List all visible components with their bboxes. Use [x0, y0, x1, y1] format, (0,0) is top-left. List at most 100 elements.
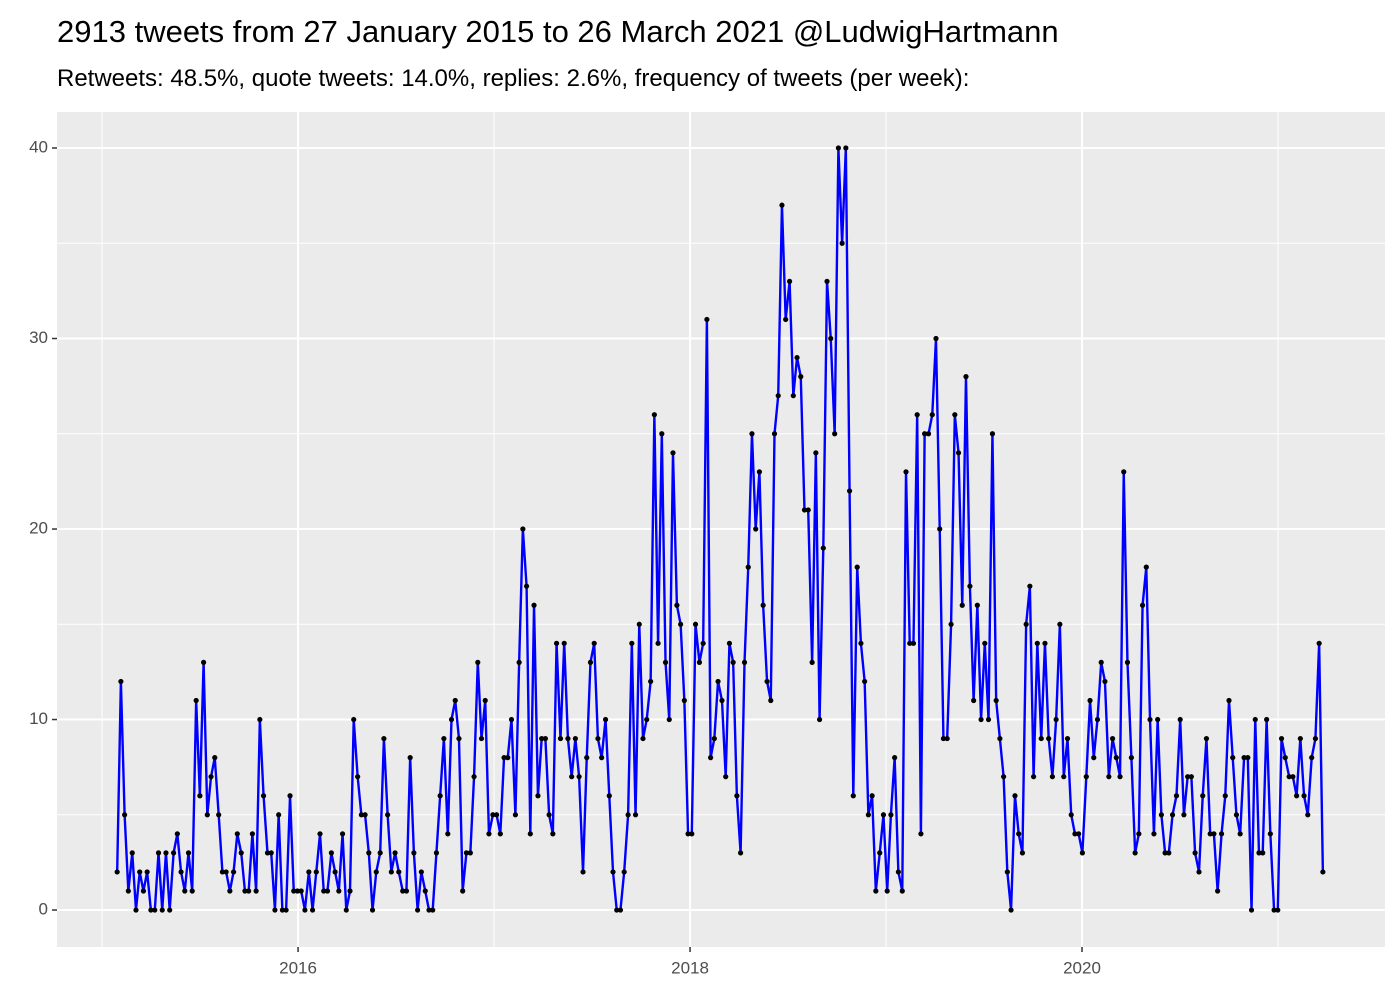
data-point [745, 564, 751, 570]
data-point [148, 907, 154, 913]
y-tick-label: 20 [29, 519, 48, 538]
data-point [486, 831, 492, 837]
data-point [1091, 755, 1097, 761]
data-point [1087, 697, 1093, 704]
data-point [662, 659, 669, 665]
data-point [1042, 640, 1048, 646]
data-point [478, 735, 485, 742]
data-point [527, 831, 533, 837]
data-point [1102, 678, 1108, 685]
data-point [448, 716, 455, 723]
data-point [715, 678, 721, 685]
data-point [940, 735, 947, 742]
data-point [993, 697, 999, 704]
data-point [1305, 812, 1311, 818]
data-point [411, 850, 417, 856]
x-tick-label: 2020 [1063, 958, 1101, 977]
data-point [189, 888, 195, 894]
data-point [877, 850, 883, 856]
data-point [422, 888, 428, 894]
data-point [602, 716, 609, 723]
data-point [835, 145, 841, 151]
data-point [1241, 755, 1247, 761]
data-point [287, 793, 293, 799]
data-point [542, 735, 548, 742]
data-point [230, 869, 237, 875]
data-point [219, 869, 226, 875]
data-point [1316, 640, 1322, 646]
data-point [253, 888, 259, 894]
data-point [430, 907, 436, 913]
data-point [1248, 907, 1255, 913]
data-point [1192, 850, 1198, 856]
data-point [771, 431, 778, 437]
data-point [580, 869, 586, 875]
data-point [982, 640, 988, 646]
data-point [1061, 774, 1067, 780]
data-point [1297, 735, 1303, 742]
data-point [249, 831, 255, 837]
data-point [1049, 774, 1056, 780]
data-point [1166, 850, 1172, 856]
data-point [1072, 831, 1078, 837]
data-point [520, 526, 526, 532]
data-point [925, 431, 932, 437]
data-point [640, 735, 646, 742]
data-point [708, 755, 714, 761]
data-point [880, 812, 887, 818]
data-point [681, 697, 687, 704]
data-point [355, 774, 361, 780]
data-point [392, 850, 398, 856]
data-point [595, 735, 601, 742]
data-point [373, 869, 379, 875]
data-point [1098, 659, 1104, 665]
data-point [125, 888, 131, 894]
data-point [351, 716, 357, 723]
chart-subtitle: Retweets: 48.5%, quote tweets: 14.0%, re… [57, 65, 969, 92]
data-point [1294, 793, 1300, 799]
chart-title: 2913 tweets from 27 January 2015 to 26 M… [57, 14, 1059, 49]
data-point [1094, 716, 1101, 723]
data-point [144, 869, 150, 875]
data-point [283, 907, 289, 913]
data-point [1301, 793, 1307, 799]
data-point [426, 907, 432, 913]
data-point [279, 907, 285, 913]
data-point [753, 526, 759, 532]
data-point [163, 850, 169, 856]
data-point [1019, 850, 1026, 856]
data-point [1267, 831, 1273, 837]
x-tick-label: 2018 [671, 958, 709, 977]
data-point [366, 850, 372, 856]
data-point [437, 793, 443, 799]
data-point [1128, 755, 1134, 761]
data-point [546, 812, 552, 818]
data-point [385, 812, 391, 818]
data-point [696, 659, 703, 665]
data-point [1290, 774, 1296, 780]
data-point [257, 716, 263, 723]
data-point [336, 888, 342, 894]
data-point [497, 831, 503, 837]
data-point [178, 869, 184, 875]
data-point [185, 850, 192, 856]
data-point [606, 793, 612, 799]
data-point [1169, 812, 1176, 818]
data-point [756, 469, 763, 475]
data-point [475, 659, 481, 665]
data-point [1124, 659, 1131, 665]
data-point [959, 602, 965, 608]
data-point [1001, 774, 1007, 780]
data-point [903, 469, 909, 475]
data-point [294, 888, 301, 894]
data-point [204, 812, 210, 818]
data-point [775, 393, 781, 399]
data-point [324, 888, 331, 894]
data-point [843, 145, 849, 151]
data-point [516, 659, 522, 665]
data-point [723, 774, 729, 780]
data-point [433, 850, 440, 856]
data-point [569, 774, 575, 780]
data-point [749, 431, 755, 437]
data-point [895, 869, 901, 875]
